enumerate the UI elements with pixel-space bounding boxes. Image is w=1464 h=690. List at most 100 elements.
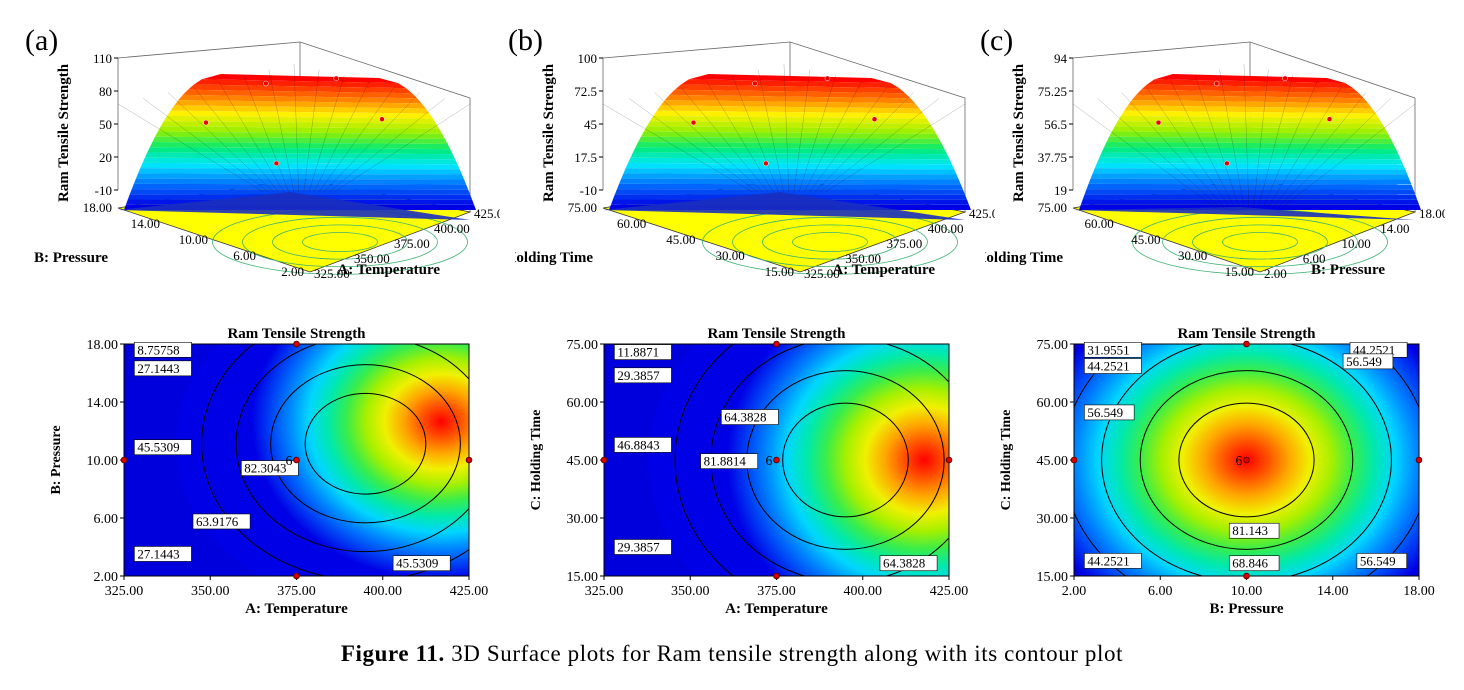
contour-value-label: 82.3043 <box>244 461 286 476</box>
contour-value-box <box>1356 553 1407 569</box>
surface-band <box>149 142 451 150</box>
design-point <box>773 456 780 464</box>
right-axis-tick-label: 375.00 <box>394 236 430 251</box>
surface-band <box>640 131 940 139</box>
contour-value-label: 68.846 <box>1232 556 1268 571</box>
surface-design-point <box>379 116 385 122</box>
surface-band <box>656 105 924 114</box>
floor-contour <box>1192 224 1328 260</box>
z-tick-label: 94 <box>1054 51 1068 66</box>
x-tick-label: 325.00 <box>585 584 624 599</box>
right-axis-tick-label: 400.00 <box>434 221 470 236</box>
surface-band <box>147 147 453 155</box>
surface-band <box>1127 100 1373 109</box>
left-axis-tick-label: 75.00 <box>568 200 597 215</box>
left-axis-tick-label: 45.00 <box>1131 232 1160 247</box>
z-tick-label: 50 <box>99 117 112 132</box>
contour-value-box <box>1228 522 1280 539</box>
x-axis-label: A: Temperature <box>725 601 828 617</box>
contour-value-label: 63.9176 <box>196 514 239 529</box>
mesh-line <box>1253 69 1269 208</box>
contour-value-box <box>134 360 192 377</box>
box-edge <box>1249 41 1416 99</box>
left-axis-tick-label: 75.00 <box>1038 200 1067 215</box>
design-point <box>945 456 953 464</box>
x-tick-label: 400.00 <box>844 584 883 599</box>
caption-label: Figure 11. <box>340 641 445 666</box>
surface-band <box>660 100 920 109</box>
surface-band <box>635 142 945 150</box>
design-point <box>600 456 608 464</box>
contour-title: Ram Tensile Strength <box>1177 326 1316 342</box>
mesh-line <box>798 75 836 193</box>
right-axis-tick-label: 425.00 <box>969 206 995 221</box>
mesh-line <box>1121 92 1225 208</box>
mesh-line <box>706 81 774 193</box>
contour-value-box <box>1084 358 1142 374</box>
surface-band <box>616 183 964 190</box>
contour-line <box>201 344 469 576</box>
contour-value-box <box>700 453 759 469</box>
contour-value-label: 31.9551 <box>1087 342 1129 357</box>
y-tick-label: 60.00 <box>1037 396 1069 411</box>
contour-value-label: 64.3828 <box>883 556 925 571</box>
y-tick-label: 15.00 <box>1037 570 1069 585</box>
surface-design-point <box>203 119 209 126</box>
surface-band <box>157 126 443 134</box>
surface-band <box>1104 142 1396 150</box>
surface-band <box>167 110 433 119</box>
left-axis-tick-label: 6.00 <box>233 248 256 263</box>
mesh-line <box>268 69 294 193</box>
design-point <box>1070 456 1078 464</box>
left-axis-label: C:Holding Time <box>985 250 1063 266</box>
panel-label-b: (b) <box>508 24 543 57</box>
surface-band <box>174 100 426 109</box>
surface-band <box>638 136 942 144</box>
contour-value-box <box>241 460 299 476</box>
surface-band <box>1154 74 1346 84</box>
surface-band <box>1094 162 1406 170</box>
y-tick-label: 14.00 <box>87 396 119 411</box>
contour-line <box>674 344 734 576</box>
right-axis-tick-label: 14.00 <box>1380 221 1409 236</box>
x-tick-label: 425.00 <box>450 584 489 599</box>
mesh-line <box>1097 98 1220 208</box>
center-point-count: 6 <box>286 454 293 469</box>
box-edge <box>299 41 471 99</box>
contour-value-box <box>614 367 672 384</box>
mesh-line <box>1273 92 1367 208</box>
y-axis-label: C: Holding Time <box>529 410 544 511</box>
z-tick-label: 45 <box>584 117 597 132</box>
surface-design-point <box>763 160 769 167</box>
mesh-line <box>1282 103 1416 208</box>
contour-value-box <box>721 409 779 425</box>
contour-line <box>1101 344 1392 576</box>
right-axis-tick-label: 425.00 <box>474 206 500 221</box>
surface-band <box>142 157 458 165</box>
surface-band <box>680 79 900 89</box>
contour-value-label: 11.8871 <box>617 345 659 360</box>
contour-value-box <box>1228 555 1280 572</box>
z-axis-label: Ram Tensile Strength <box>541 63 557 202</box>
z-tick-label: 19 <box>1054 183 1067 198</box>
surface-band <box>669 89 911 99</box>
surface-plot-c: 94 75.25 56.5 37.75 19 Ram Tensile Strength 75… <box>985 41 1445 281</box>
surface-band <box>155 131 445 139</box>
surface-band <box>674 84 906 94</box>
floor-contour <box>302 232 378 252</box>
surface-band <box>1141 84 1359 94</box>
left-axis-tick-label: 30.00 <box>716 248 745 263</box>
surface-design-point <box>333 75 339 82</box>
mesh-line <box>654 92 764 193</box>
contour-value-label: 56.549 <box>1346 354 1382 369</box>
left-axis-tick-label: 2.00 <box>281 264 304 279</box>
z-tick-label: -10 <box>580 183 597 198</box>
right-axis-tick-label: 400.00 <box>928 221 964 236</box>
surface-band <box>1097 157 1403 165</box>
center-point-count: 6 <box>1236 454 1243 469</box>
x-tick-label: 425.00 <box>930 584 969 599</box>
floor-contour <box>272 224 408 260</box>
contour-value-box <box>1084 553 1142 569</box>
mesh-line <box>218 81 284 193</box>
contour-value-label: 56.549 <box>1360 553 1396 568</box>
